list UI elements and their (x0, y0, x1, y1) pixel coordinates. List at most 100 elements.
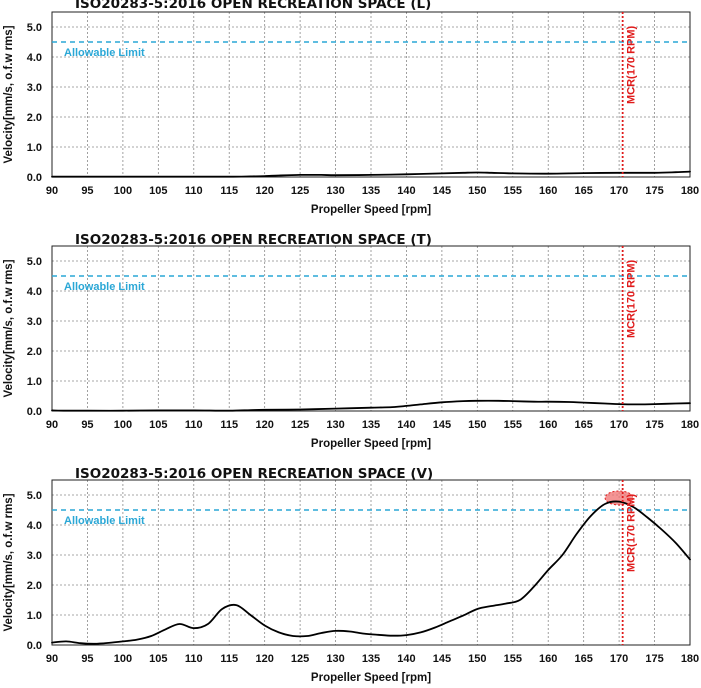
x-tick-label: 170 (610, 419, 628, 431)
x-tick-label: 155 (504, 185, 522, 197)
chart-panel-3: ISO20283-5:2016 OPEN RECREATION SPACE (V… (3, 466, 699, 684)
allowable-limit-label: Allowable Limit (64, 47, 145, 59)
x-tick-label: 140 (397, 653, 415, 665)
x-tick-label: 150 (468, 185, 486, 197)
x-tick-label: 160 (539, 653, 557, 665)
y-tick-label: 3.0 (27, 316, 42, 328)
y-tick-label: 0.0 (27, 172, 42, 184)
y-tick-label: 2.0 (27, 580, 42, 592)
y-tick-label: 0.0 (27, 406, 42, 418)
x-tick-label: 125 (291, 653, 309, 665)
x-tick-label: 90 (46, 419, 58, 431)
plot-frame (51, 11, 691, 178)
x-tick-label: 180 (681, 653, 699, 665)
y-tick-label: 0.0 (27, 640, 42, 652)
y-tick-label: 5.0 (27, 490, 42, 502)
y-tick-label: 3.0 (27, 82, 42, 94)
x-tick-label: 180 (681, 185, 699, 197)
x-tick-label: 95 (81, 185, 93, 197)
x-tick-label: 130 (326, 653, 344, 665)
x-tick-label: 160 (539, 185, 557, 197)
y-tick-label: 1.0 (27, 610, 42, 622)
x-tick-label: 180 (681, 419, 699, 431)
x-tick-label: 100 (114, 419, 132, 431)
x-tick-label: 165 (574, 653, 592, 665)
x-tick-label: 115 (220, 419, 238, 431)
y-tick-label: 2.0 (27, 346, 42, 358)
x-tick-label: 95 (81, 653, 93, 665)
x-tick-label: 155 (504, 653, 522, 665)
series-line (51, 500, 691, 645)
y-tick-label: 4.0 (27, 52, 42, 64)
y-axis-label: Velocity[mm/s, o.f.w rms] (3, 259, 15, 397)
x-axis-label: Propeller Speed [rpm] (311, 204, 431, 216)
x-tick-label: 140 (397, 419, 415, 431)
x-tick-label: 150 (468, 419, 486, 431)
x-tick-label: 105 (149, 419, 167, 431)
y-tick-label: 2.0 (27, 112, 42, 124)
series-line (51, 170, 691, 178)
y-tick-label: 1.0 (27, 376, 42, 388)
x-tick-label: 135 (362, 419, 380, 431)
x-tick-label: 165 (574, 185, 592, 197)
x-tick-label: 150 (468, 653, 486, 665)
x-tick-label: 145 (433, 185, 451, 197)
mcr-label: MCR(170 RPM) (626, 25, 638, 104)
series-line (51, 399, 691, 412)
x-tick-label: 140 (397, 185, 415, 197)
x-tick-label: 125 (291, 419, 309, 431)
y-axis-label: Velocity[mm/s, o.f.w rms] (3, 25, 15, 163)
x-axis-label: Propeller Speed [rpm] (311, 672, 431, 684)
mcr-label: MCR(170 RPM) (626, 259, 638, 338)
x-tick-label: 105 (149, 185, 167, 197)
x-tick-label: 95 (81, 419, 93, 431)
plot-frame (51, 479, 691, 646)
mcr-label: MCR(170 RPM) (626, 493, 638, 572)
x-tick-label: 175 (645, 653, 663, 665)
chart-panel-1: ISO20283-5:2016 OPEN RECREATION SPACE (L… (3, 0, 699, 216)
x-axis-label: Propeller Speed [rpm] (311, 438, 431, 450)
x-tick-label: 100 (114, 653, 132, 665)
y-tick-label: 4.0 (27, 520, 42, 532)
x-tick-label: 90 (46, 653, 58, 665)
x-tick-label: 120 (255, 419, 273, 431)
x-tick-label: 110 (185, 653, 203, 665)
x-tick-label: 115 (220, 185, 238, 197)
x-tick-label: 160 (539, 419, 557, 431)
x-tick-label: 130 (326, 185, 344, 197)
x-tick-label: 175 (645, 419, 663, 431)
x-tick-label: 175 (645, 185, 663, 197)
x-tick-label: 125 (291, 185, 309, 197)
x-tick-label: 90 (46, 185, 58, 197)
x-tick-label: 165 (574, 419, 592, 431)
x-tick-label: 115 (220, 653, 238, 665)
x-tick-label: 130 (326, 419, 344, 431)
x-tick-label: 100 (114, 185, 132, 197)
x-tick-label: 110 (185, 419, 203, 431)
chart-title: ISO20283-5:2016 OPEN RECREATION SPACE (L… (75, 0, 431, 12)
y-tick-label: 1.0 (27, 142, 42, 154)
x-tick-label: 155 (504, 419, 522, 431)
y-tick-label: 3.0 (27, 550, 42, 562)
x-tick-label: 120 (255, 653, 273, 665)
allowable-limit-label: Allowable Limit (64, 281, 145, 293)
x-tick-label: 170 (610, 185, 628, 197)
plot-frame (51, 245, 691, 412)
x-tick-label: 145 (433, 419, 451, 431)
chart-title: ISO20283-5:2016 OPEN RECREATION SPACE (T… (75, 232, 432, 248)
y-tick-label: 5.0 (27, 22, 42, 34)
chart-panel-2: ISO20283-5:2016 OPEN RECREATION SPACE (T… (3, 232, 699, 450)
y-tick-label: 4.0 (27, 286, 42, 298)
x-tick-label: 135 (362, 185, 380, 197)
x-tick-label: 145 (433, 653, 451, 665)
y-tick-label: 5.0 (27, 256, 42, 268)
x-tick-label: 135 (362, 653, 380, 665)
x-tick-label: 105 (149, 653, 167, 665)
y-axis-label: Velocity[mm/s, o.f.w rms] (3, 493, 15, 631)
x-tick-label: 120 (255, 185, 273, 197)
chart-title: ISO20283-5:2016 OPEN RECREATION SPACE (V… (75, 466, 433, 482)
x-tick-label: 170 (610, 653, 628, 665)
allowable-limit-label: Allowable Limit (64, 515, 145, 527)
x-tick-label: 110 (185, 185, 203, 197)
